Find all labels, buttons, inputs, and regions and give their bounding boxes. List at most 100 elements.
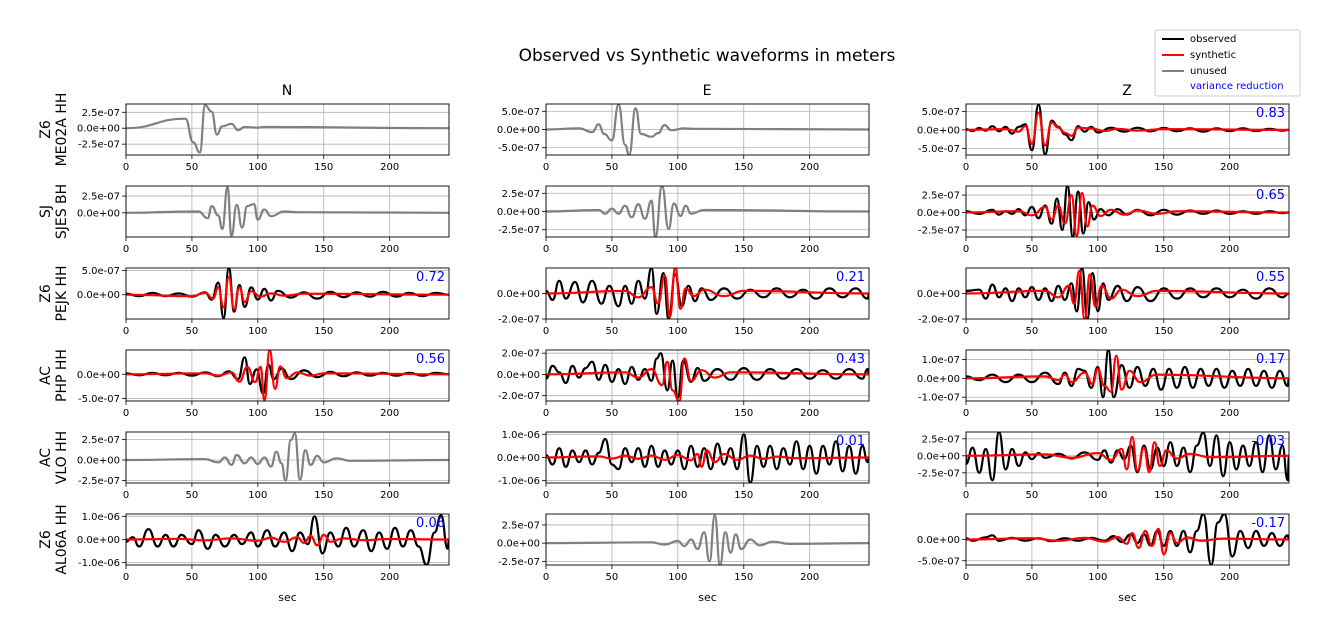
variance-reduction-label: 0.83 xyxy=(1256,106,1285,121)
panel-frame xyxy=(965,103,1290,156)
variance-reduction-label: 0.21 xyxy=(836,270,865,285)
row-label-station-2: PEJK HH xyxy=(54,265,70,321)
synthetic-trace xyxy=(126,533,449,547)
x-tick-label: 50 xyxy=(606,326,619,337)
unused-trace xyxy=(126,432,449,482)
trace-group xyxy=(546,352,869,401)
row-label-station-0: ME02A HH xyxy=(54,93,70,167)
panel-frame xyxy=(545,267,870,320)
y-tick-label: -2.0e-07 xyxy=(498,391,540,402)
synthetic-trace xyxy=(966,191,1289,237)
panel-r2-e: 0 50 100 150 200 0.0e+00 -2.0e-07 0.21 xyxy=(497,267,870,337)
panel-frame xyxy=(125,267,450,320)
y-tick-label: 0.0e+00 xyxy=(917,125,960,136)
y-tick-label: 0.0e+00 xyxy=(77,290,120,301)
x-tick-label: 150 xyxy=(734,162,753,173)
y-tick-label: 0.0e+00 xyxy=(497,453,540,464)
panel-frame xyxy=(125,349,450,402)
y-tick-label: -2.5e-07 xyxy=(498,225,540,236)
x-tick-label: 150 xyxy=(1154,326,1173,337)
x-tick-label: 150 xyxy=(314,408,333,419)
panel-frame xyxy=(965,431,1290,484)
synthetic-trace xyxy=(966,435,1289,474)
x-tick-label: 150 xyxy=(1154,408,1173,419)
panel-frame xyxy=(545,185,870,238)
x-tick-label: 50 xyxy=(186,244,199,255)
panel-r1-n: 0 50 100 150 200 2.5e-07 0.0e+00 xyxy=(77,185,450,255)
panel-r5-z: 0 50 100 150 200 0.0e+00 -5.0e-07 -0.17 xyxy=(917,513,1290,583)
y-tick-label: -2.5e-07 xyxy=(78,140,120,151)
y-tick-label: -5.0e-07 xyxy=(78,394,120,405)
row-label-station-5: AL06A HH xyxy=(54,504,70,574)
y-tick-label: -5.0e-07 xyxy=(498,143,540,154)
x-tick-label: 150 xyxy=(734,408,753,419)
x-tick-label: 100 xyxy=(1088,408,1107,419)
y-tick-label: 0.0e+00 xyxy=(77,370,120,381)
observed-trace xyxy=(126,356,449,395)
trace-group xyxy=(966,514,1289,565)
trace-group xyxy=(966,186,1289,237)
y-tick-label: 0.0e+00 xyxy=(917,535,960,546)
panel-r1-z: 0 50 100 150 200 2.5e-07 0.0e+00 -2.5e-07 0.65 xyxy=(917,185,1290,255)
panel-frame xyxy=(125,185,450,238)
x-tick-label: 50 xyxy=(1026,490,1039,501)
y-tick-label: 0.0e+00 xyxy=(497,125,540,136)
variance-reduction-label: 0.17 xyxy=(1256,352,1285,367)
panel-r5-e: 0 50 100 150 200 2.5e-07 0.0e+00 -2.5e-07 xyxy=(497,513,870,583)
trace-group xyxy=(546,186,869,237)
panel-frame xyxy=(545,513,870,566)
x-tick-label: 50 xyxy=(1026,244,1039,255)
synthetic-trace xyxy=(966,527,1289,556)
synthetic-trace xyxy=(126,350,449,401)
observed-trace xyxy=(546,433,869,483)
x-tick-label: 0 xyxy=(543,408,549,419)
row-label-network-0: Z6 xyxy=(38,120,54,139)
y-tick-label: -1.0e-07 xyxy=(918,393,960,404)
unused-trace xyxy=(546,186,869,237)
x-tick-label: 100 xyxy=(1088,572,1107,583)
x-axis-label-e: sec xyxy=(698,591,717,604)
y-tick-label: 0.0e+00 xyxy=(917,451,960,462)
variance-reduction-label: 0.55 xyxy=(1256,270,1285,285)
trace-group xyxy=(966,432,1289,482)
x-tick-label: 200 xyxy=(800,490,819,501)
x-tick-label: 0 xyxy=(123,244,129,255)
column-title-e: E xyxy=(703,83,712,99)
x-tick-label: 100 xyxy=(1088,162,1107,173)
x-tick-label: 100 xyxy=(248,244,267,255)
x-tick-label: 0 xyxy=(963,162,969,173)
x-tick-label: 50 xyxy=(606,490,619,501)
y-tick-label: -2.5e-07 xyxy=(78,476,120,487)
trace-group xyxy=(126,268,449,319)
x-tick-label: 0 xyxy=(543,572,549,583)
x-tick-label: 150 xyxy=(1154,490,1173,501)
unused-trace xyxy=(126,104,449,154)
legend-label-variance-reduction: variance reduction xyxy=(1190,81,1284,92)
column-title-z: Z xyxy=(1122,83,1132,99)
x-tick-label: 100 xyxy=(248,408,267,419)
panel-r4-e: 0 50 100 150 200 1.0e-06 0.0e+00 -1.0e-06 0.01 xyxy=(497,430,870,501)
synthetic-trace xyxy=(966,111,1289,147)
x-tick-label: 150 xyxy=(1154,244,1173,255)
y-tick-label: 0.0e+00 xyxy=(917,208,960,219)
variance-reduction-label: 0.01 xyxy=(836,434,865,449)
x-tick-label: 200 xyxy=(800,408,819,419)
y-tick-label: -2.5e-07 xyxy=(918,468,960,479)
panel-r0-n: 0 50 100 150 200 2.5e-07 0.0e+00 -2.5e-07 xyxy=(77,103,450,173)
x-tick-label: 200 xyxy=(380,162,399,173)
y-tick-label: -2.5e-07 xyxy=(498,557,540,568)
synthetic-trace xyxy=(966,269,1289,319)
panel-r4-n: 0 50 100 150 200 2.5e-07 0.0e+00 -2.5e-07 xyxy=(77,431,450,501)
y-tick-label: 2.5e-07 xyxy=(502,520,540,531)
synthetic-trace xyxy=(546,268,869,318)
x-tick-label: 50 xyxy=(186,490,199,501)
variance-reduction-label: -0.03 xyxy=(1251,434,1285,449)
panel-r1-e: 0 50 100 150 200 2.5e-07 0.0e+00 -2.5e-07 xyxy=(497,185,870,255)
x-tick-label: 50 xyxy=(186,572,199,583)
variance-reduction-label: 0.56 xyxy=(416,352,445,367)
panel-r0-e: 0 50 100 150 200 5.0e-07 0.0e+00 -5.0e-07 xyxy=(497,103,870,173)
panel-frame xyxy=(965,185,1290,238)
x-tick-label: 200 xyxy=(380,490,399,501)
x-tick-label: 50 xyxy=(1026,408,1039,419)
variance-reduction-label: -0.17 xyxy=(1251,516,1285,531)
